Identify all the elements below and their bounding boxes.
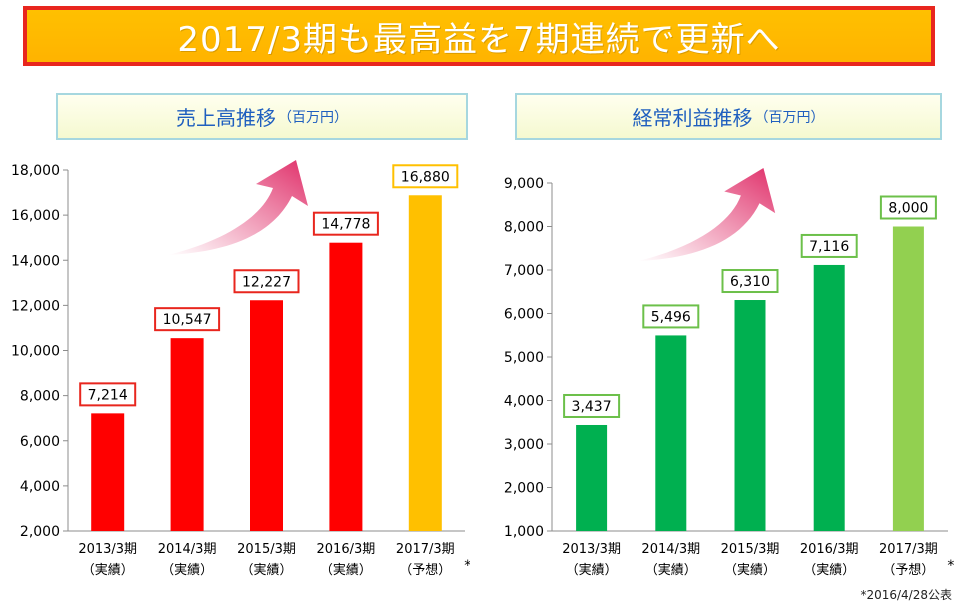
sales-y-tick-label: 4,000	[20, 479, 60, 495]
sales-growth-arrow-icon	[168, 160, 308, 255]
sales-bar	[91, 413, 125, 531]
profit-bar	[655, 335, 687, 531]
profit-bar-chart: 1,000 2,000 3,000 4,000 5,000 6,000 7,000 8,000…	[504, 168, 954, 578]
profit-bar	[576, 424, 608, 531]
profit-category-label: 2016/3期	[800, 542, 859, 557]
headline-text: 2017/3期も最高益を7期連続で更新へ	[177, 19, 781, 60]
sales-value-label: 10,547	[163, 312, 212, 328]
profit-value-label-box	[800, 233, 858, 258]
profit-bar	[734, 300, 766, 531]
sales-title-text: 売上高推移	[176, 106, 276, 130]
sales-value-label-box	[79, 382, 137, 407]
sales-bar	[250, 300, 283, 531]
profit-y-tick-label: 4,000	[504, 394, 544, 410]
sales-unit-text: （百万円）	[278, 109, 348, 126]
profit-unit-text: （百万円）	[754, 109, 825, 126]
sales-category-note: （実績）	[82, 562, 134, 578]
profit-forecast-marker: *	[947, 558, 954, 574]
sales-y-tick-label: 16,000	[11, 208, 60, 224]
sales-category-label: 2016/3期	[317, 542, 376, 557]
profit-y-tick-label: 8,000	[504, 220, 544, 236]
profit-y-tick-label: 5,000	[504, 350, 544, 366]
sales-bar-chart: 2,000 4,000 6,000 8,000 10,000 12,000 14,000 16…	[11, 160, 470, 578]
profit-value-label-box	[642, 304, 700, 329]
profit-value-label-box	[721, 269, 779, 294]
sales-y-tick-label: 14,000	[11, 253, 60, 269]
profit-category-label: 2017/3期	[879, 542, 938, 557]
profit-category-label: 2015/3期	[721, 542, 780, 557]
sales-y-tick-label: 2,000	[20, 524, 60, 540]
profit-value-label-box	[879, 195, 937, 220]
sales-category-label: 2017/3期	[396, 542, 455, 557]
sales-category-note: （実績）	[161, 562, 213, 578]
sales-y-tick-label: 6,000	[20, 434, 60, 450]
sales-forecast-marker: *	[464, 558, 470, 574]
profit-y-tick-label: 2,000	[504, 481, 544, 497]
profit-growth-arrow-icon	[638, 168, 776, 262]
sales-bar	[170, 338, 204, 531]
sales-value-label: 7,214	[88, 387, 128, 403]
profit-value-label: 7,116	[809, 239, 849, 255]
sales-category-note: （実績）	[240, 562, 292, 578]
profit-y-tick-label: 7,000	[504, 263, 544, 279]
sales-category-note: （実績）	[320, 562, 372, 578]
profit-category-note: （実績）	[724, 562, 776, 578]
profit-bar	[813, 264, 845, 531]
sales-value-label-box	[233, 269, 300, 294]
profit-category-note: （実績）	[645, 562, 697, 578]
headline-banner: 2017/3期も最高益を7期連続で更新へ	[23, 6, 935, 66]
profit-value-label: 5,496	[651, 309, 691, 325]
profit-title-text: 経常利益推移	[632, 106, 753, 130]
sales-value-label: 16,880	[401, 169, 450, 185]
footnote: *2016/4/28公表	[860, 588, 952, 602]
sales-bar	[329, 242, 363, 531]
profit-chart-title: 経常利益推移 （百万円）	[515, 93, 942, 140]
sales-y-tick-label: 10,000	[11, 344, 60, 360]
profit-category-note: （実績）	[803, 562, 855, 578]
sales-value-label-box	[154, 307, 221, 332]
profit-category-label: 2014/3期	[641, 542, 700, 557]
profit-bar	[892, 226, 924, 531]
profit-category-note: （予想）	[882, 562, 934, 578]
sales-category-label: 2013/3期	[78, 542, 137, 557]
sales-category-note: （予想）	[399, 562, 451, 578]
profit-y-tick-label: 3,000	[504, 437, 544, 453]
sales-category-label: 2014/3期	[158, 542, 217, 557]
profit-value-label: 8,000	[888, 201, 928, 217]
sales-y-tick-label: 8,000	[20, 389, 60, 405]
sales-value-label: 14,778	[321, 217, 370, 233]
sales-y-tick-label: 12,000	[11, 298, 60, 314]
sales-category-label: 2015/3期	[237, 542, 296, 557]
sales-value-label-box	[312, 211, 379, 236]
profit-category-note: （実績）	[566, 562, 618, 578]
sales-value-label: 12,227	[242, 274, 291, 290]
profit-value-label-box	[563, 393, 621, 418]
sales-chart-title: 売上高推移 （百万円）	[56, 93, 468, 140]
sales-value-label-box	[392, 164, 459, 189]
sales-y-tick-label: 18,000	[11, 163, 60, 179]
profit-y-tick-label: 9,000	[504, 176, 544, 192]
sales-bar	[408, 195, 442, 531]
profit-y-tick-label: 1,000	[504, 524, 544, 540]
profit-category-label: 2013/3期	[562, 542, 621, 557]
profit-value-label: 3,437	[572, 399, 612, 415]
profit-y-tick-label: 6,000	[504, 307, 544, 323]
profit-value-label: 6,310	[730, 274, 770, 290]
